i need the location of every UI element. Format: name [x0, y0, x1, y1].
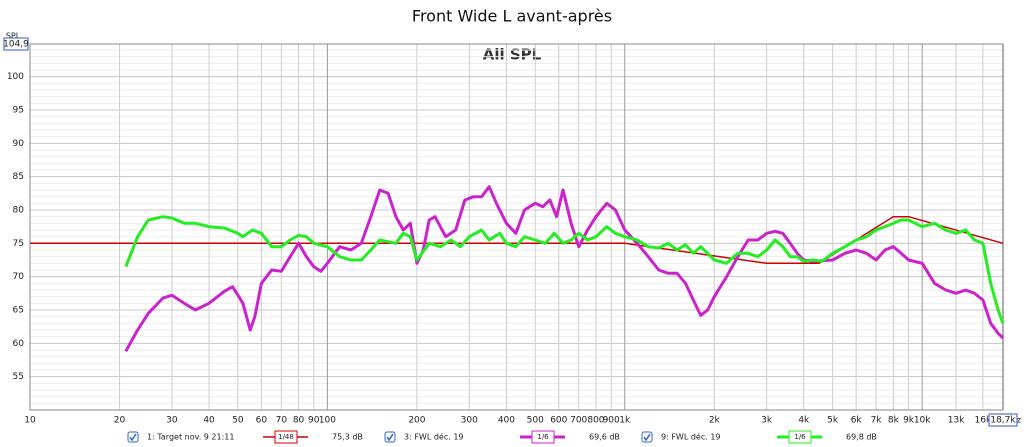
x-tick-label: 8k — [888, 416, 900, 426]
x-tick-label: 80 — [293, 416, 305, 426]
x-tick-label: 900 — [603, 416, 620, 426]
y-tick-label: 80 — [13, 206, 25, 216]
smoothing-box[interactable] — [531, 430, 555, 444]
y-tick-label: 60 — [13, 339, 25, 349]
smoothing-label: 1/6 — [794, 433, 806, 441]
limit-box — [988, 413, 1018, 427]
plot-frame — [29, 43, 1004, 411]
x-tick-label: 10k — [914, 416, 931, 426]
y-tick-label: 75 — [13, 239, 24, 249]
x-tick-label: 90 — [308, 416, 320, 426]
x-tick-label: 50 — [232, 416, 244, 426]
legend-label: 3: FWL déc. 19 — [404, 432, 464, 442]
legend-checkbox[interactable] — [384, 431, 396, 443]
series-line — [124, 185, 1005, 353]
y-tick-label: 65 — [13, 306, 24, 316]
legend-readout: 69,8 dB — [846, 433, 877, 442]
legend-checkbox[interactable] — [127, 431, 139, 443]
x-tick-label: 400 — [498, 416, 515, 426]
x-tick-label: 70 — [276, 416, 288, 426]
chart-subtitle: All SPL — [483, 46, 542, 64]
legend-item: 3: FWL déc. 19 1/6 69,6 dB — [384, 430, 620, 444]
x-tick-label: 3k — [761, 416, 773, 426]
x-tick-label: 700 — [570, 416, 587, 426]
legend-item: 1: Target nov. 9 21:11 1/48 75,3 dB — [127, 430, 363, 444]
x-tick-label: 7k — [871, 416, 883, 426]
x-tick-label: 40 — [203, 416, 215, 426]
x-tick-label: 6k — [851, 416, 863, 426]
x-tick-label: 10 — [24, 416, 36, 426]
y-tick-label: 85 — [13, 172, 24, 182]
legend-readout: 75,3 dB — [332, 433, 363, 442]
y-tick-label: 90 — [13, 139, 25, 149]
x-tick-label: 9k — [903, 416, 915, 426]
checkmark — [129, 433, 137, 442]
legend-readout: 69,6 dB — [589, 433, 620, 442]
x-tick-label: 18,7k — [990, 416, 1016, 426]
x-tick-label: 1k — [619, 416, 631, 426]
x-tick-label: 800 — [587, 416, 604, 426]
series-line — [124, 215, 1005, 324]
smoothing-label: 1/48 — [278, 433, 294, 441]
smoothing-box[interactable] — [788, 430, 812, 444]
y-tick-label: 104,9 — [3, 40, 29, 50]
legend-label: 1: Target nov. 9 21:11 — [147, 433, 234, 442]
x-tick-label: 300 — [461, 416, 478, 426]
series-line — [30, 215, 1004, 265]
x-tick-label: 100 — [319, 416, 336, 426]
x-tick-label: 2k — [709, 416, 721, 426]
legend-label: 9: FWL déc. 19 — [661, 432, 721, 442]
x-tick-label: 600 — [550, 416, 567, 426]
x-tick-label: 200 — [408, 416, 425, 426]
x-tick-label: 60 — [256, 416, 268, 426]
y-tick-label: 100 — [7, 72, 24, 82]
chart-title: Front Wide L avant-après — [412, 7, 612, 26]
y-axis-label: SPL — [6, 32, 21, 41]
x-tick-label: 4k — [798, 416, 810, 426]
smoothing-label: 1/6 — [537, 433, 549, 441]
y-tick-label: 55 — [13, 372, 24, 382]
y-tick-label: 70 — [13, 272, 25, 282]
x-tick-label: 5k — [827, 416, 839, 426]
x-tick-label: 20 — [114, 416, 126, 426]
legend-checkbox[interactable] — [641, 431, 653, 443]
y-tick-label: 95 — [13, 106, 24, 116]
legend-item: 9: FWL déc. 19 1/6 69,8 dB — [641, 430, 877, 444]
checkmark — [643, 433, 651, 442]
limit-box — [3, 37, 29, 51]
x-tick-label: 500 — [527, 416, 544, 426]
x-tick-label: 30 — [166, 416, 178, 426]
checkmark — [386, 433, 394, 442]
x-tick-label: 13k — [948, 416, 965, 426]
smoothing-box[interactable] — [274, 430, 298, 444]
x-tick-label: 16k — [975, 416, 992, 426]
